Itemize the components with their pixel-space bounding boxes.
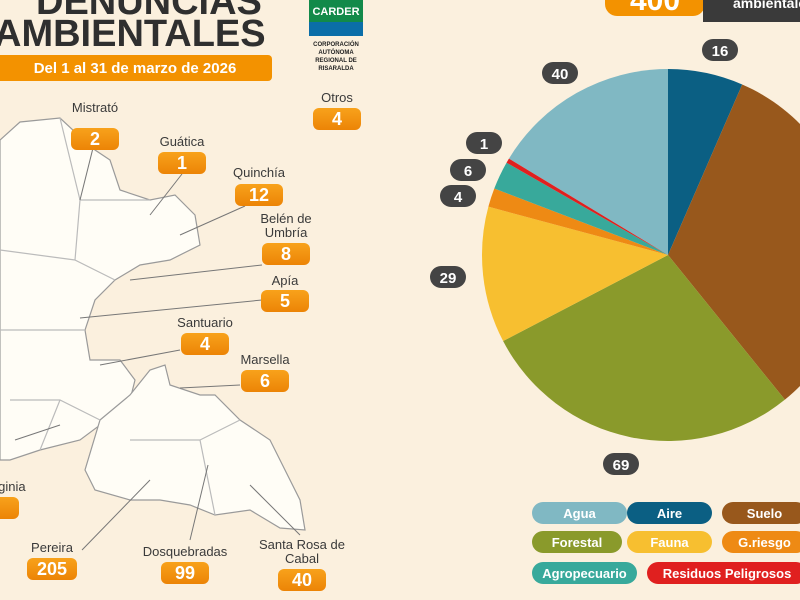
legend: Agua Aire Suelo Forestal Fauna G.riesgo Agrope… (532, 502, 800, 584)
leader-line (149, 173, 183, 216)
map-south (84, 364, 306, 531)
pie-slice (668, 84, 800, 400)
pie-slice (506, 158, 668, 255)
leader-line (179, 384, 241, 389)
legend-swatch (532, 562, 637, 584)
leader-line (79, 299, 263, 319)
municipality-name: Marsella (240, 352, 290, 367)
municipality-name: Belén de Umbría (260, 211, 312, 240)
title-line: DENUNCIAS (36, 0, 262, 23)
logo-text: CARDER (312, 6, 359, 18)
map-borders (0, 117, 241, 516)
leader-line (14, 424, 61, 441)
leader-line (189, 464, 209, 541)
legend-swatch (532, 502, 627, 524)
pie-slice (494, 162, 668, 255)
municipality-name: Dosquebradas (142, 544, 228, 559)
leader-line (179, 205, 246, 236)
leader-line (129, 264, 263, 281)
municipality-name: Apía (271, 273, 299, 288)
map (0, 117, 306, 531)
municipality-name: Mistrató (71, 100, 119, 115)
municipality-name: Otros (321, 90, 353, 105)
legend-swatch (627, 531, 712, 553)
legend-swatch (532, 531, 622, 553)
municipality-name: Santuario (177, 315, 233, 330)
logo: CARDER CORPORACIÓN AUTÓNOMA REGIONAL DE … (309, 0, 363, 72)
value-pill (702, 39, 738, 61)
legend-swatch (627, 502, 712, 524)
title-line: AMBIENTALES (0, 13, 266, 55)
legend-swatch (722, 502, 800, 524)
header: DENUNCIAS AMBIENTALES (0, 0, 266, 55)
municipality-value: 99 (161, 562, 209, 584)
value-pill (450, 159, 486, 181)
legend-label: G.riesgo (738, 535, 791, 550)
municipality-name: Guática (159, 134, 205, 149)
map-north (0, 117, 201, 461)
date-bar (0, 55, 272, 81)
value-pill (430, 266, 466, 288)
logo-subtitle: CORPORACIÓN (313, 40, 359, 48)
total-badge (605, 0, 705, 16)
legend-label: Aire (657, 506, 682, 521)
leader-line (79, 139, 96, 201)
municipality-value: 4 (0, 497, 19, 519)
municipality-name: Pereira (31, 540, 73, 555)
municipality-value: 205 (27, 558, 77, 580)
logo-water (309, 22, 363, 36)
logo-subtitle: AUTÓNOMA (318, 48, 354, 56)
logo-box (309, 0, 363, 22)
municipality-value: 4 (313, 108, 361, 130)
leader-lines (14, 139, 301, 551)
value-label: 6 (464, 163, 472, 180)
municipality-value: 4 (181, 333, 229, 355)
legend-swatch (647, 562, 800, 584)
leader-line (99, 349, 181, 366)
legend-swatch (722, 531, 800, 553)
municipality-value: 6 (241, 370, 289, 392)
value-label: 16 (712, 43, 729, 60)
municipality-value: 2 (71, 128, 119, 150)
value-label: 69 (613, 457, 630, 474)
municipality-value: 8 (262, 243, 310, 265)
municipality-name: Santa Rosa de Cabal (258, 537, 345, 566)
legend-label: Residuos Peligrosos (663, 566, 792, 581)
date: Del 1 al 31 de marzo de 2026 (34, 60, 237, 77)
value-pill (603, 453, 639, 475)
legend-label: Agropecuario (542, 566, 627, 581)
value-pill (440, 185, 476, 207)
municipality-value: 5 (261, 290, 309, 312)
municipality-value: 1 (158, 152, 206, 174)
value-label: 29 (440, 270, 457, 287)
value-label: 4 (454, 189, 463, 206)
pie: 40 16 69 29 461 (430, 39, 800, 475)
leader-line (249, 484, 301, 536)
municipality-name: La Virginia (0, 479, 26, 494)
pie-slice (481, 206, 668, 342)
municipality-value: 40 (278, 569, 326, 591)
legend-label: Agua (563, 506, 596, 521)
municipality-value: 12 (235, 184, 283, 206)
pie-slice (668, 69, 743, 255)
value-pill (466, 132, 502, 154)
total: 400 (630, 0, 680, 17)
total-caption: ambientales (733, 0, 800, 11)
leader-line (81, 479, 151, 551)
value-label: 1 (480, 136, 488, 153)
municipality-name: Quinchía (232, 165, 286, 180)
logo-subtitle: RISARALDA (318, 66, 354, 72)
pie-slice (488, 188, 668, 255)
legend-label: Forestal (552, 535, 603, 550)
value-label: 40 (552, 66, 569, 83)
total-caption-box (703, 0, 800, 22)
legend-label: Fauna (650, 535, 689, 550)
pie-slice (503, 255, 785, 441)
logo-subtitle: REGIONAL DE (315, 58, 357, 64)
legend-label: Suelo (747, 506, 782, 521)
pie-slice (508, 69, 668, 255)
value-pill (542, 62, 578, 84)
